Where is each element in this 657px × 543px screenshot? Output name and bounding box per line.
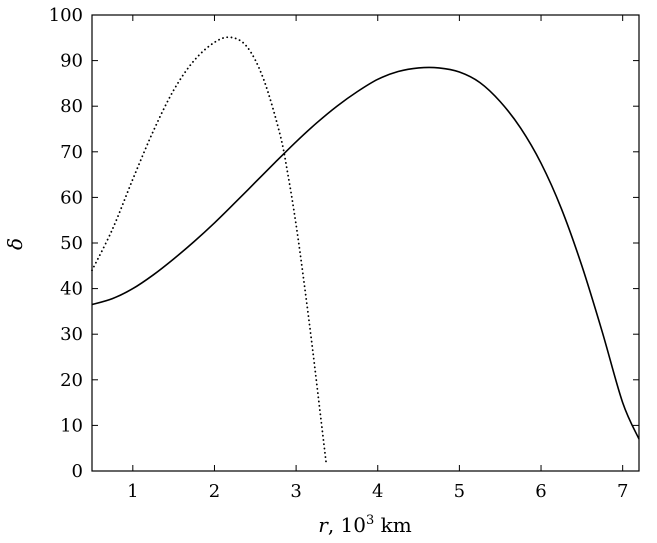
x-tick-label: 6 — [535, 481, 546, 502]
y-axis-label: δ — [3, 238, 27, 250]
y-tick-label: 100 — [49, 5, 83, 26]
x-tick-label: 5 — [454, 481, 465, 502]
x-axis-label: r, 103 km — [318, 513, 411, 537]
x-axis-ticks: 1 2 3 4 5 6 7 — [127, 15, 628, 502]
x-tick-label: 1 — [127, 481, 138, 502]
x-axis-exponent: 3 — [366, 513, 374, 528]
x-axis-separator: , — [328, 513, 341, 537]
y-tick-label: 20 — [60, 370, 83, 391]
solid-series-line — [91, 66, 640, 440]
x-tick-label: 4 — [372, 481, 383, 502]
plot-frame — [91, 14, 640, 472]
x-tick-label: 7 — [617, 481, 628, 502]
x-axis-variable: r — [318, 513, 329, 537]
series-group — [91, 36, 640, 466]
dotted-series-line — [91, 36, 328, 466]
x-tick-label: 2 — [209, 481, 220, 502]
y-tick-label: 50 — [60, 233, 83, 254]
x-axis-base: 10 — [341, 513, 366, 537]
y-tick-label: 0 — [72, 461, 83, 482]
x-axis-unit: km — [374, 513, 411, 537]
y-tick-label: 90 — [60, 51, 83, 72]
x-tick-label: 3 — [290, 481, 301, 502]
y-tick-label: 60 — [60, 187, 83, 208]
y-tick-label: 70 — [60, 142, 83, 163]
y-tick-label: 40 — [60, 279, 83, 300]
y-axis-ticks: 0 10 20 30 40 50 60 70 80 90 100 — [49, 5, 639, 482]
y-tick-label: 80 — [60, 96, 83, 117]
y-tick-label: 30 — [60, 324, 83, 345]
y-tick-label: 10 — [60, 415, 83, 436]
